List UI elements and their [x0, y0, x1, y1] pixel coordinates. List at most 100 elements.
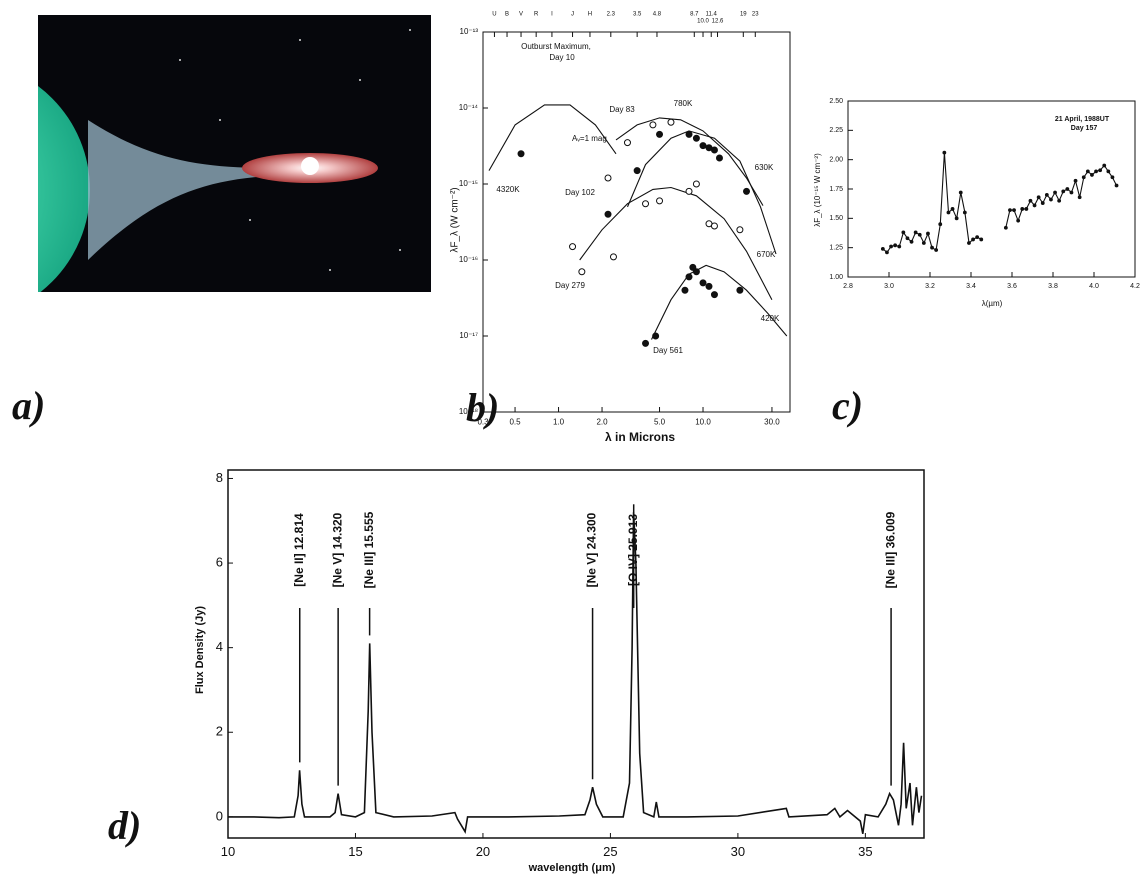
x-axis-label: λ in Microns [605, 430, 675, 444]
annotation: Outburst Maximum, [521, 42, 591, 51]
data-point [667, 118, 675, 126]
data-point [633, 167, 641, 175]
x2-tick-label: R [534, 12, 539, 18]
y-tick-label: 10⁻¹⁵ [459, 179, 478, 188]
data-point [1085, 169, 1090, 174]
data-point [699, 142, 707, 150]
x-axis-label: wavelength (μm) [528, 862, 616, 874]
data-point [1028, 198, 1033, 203]
data-point [1024, 207, 1029, 211]
data-point [1032, 203, 1037, 208]
data-point [946, 210, 951, 215]
line-label: [Ne II] 12.814 [292, 513, 306, 587]
x2-tick-label: U [492, 12, 496, 18]
data-point [905, 236, 910, 241]
data-point [604, 210, 612, 218]
annotation: Day 561 [653, 346, 683, 355]
x-tick-label: 4.2 [1130, 283, 1140, 290]
data-point [1012, 208, 1016, 213]
data-point [1061, 189, 1066, 194]
data-point [885, 250, 889, 255]
data-point [926, 231, 930, 236]
data-point [938, 222, 943, 227]
data-point [962, 210, 967, 215]
data-point [656, 197, 664, 205]
data-point [950, 207, 955, 211]
data-point [578, 268, 586, 276]
data-point [736, 226, 744, 234]
y-tick-label: 1.25 [829, 245, 843, 252]
x2-tick-label: 3.5 [633, 12, 642, 18]
x-tick-label: 25 [603, 844, 617, 859]
x-tick-label: 30 [731, 844, 745, 859]
data-point [889, 244, 893, 249]
y-axis-label: λF_λ (W cm⁻²) [450, 187, 461, 252]
line-label: [Ne V] 24.300 [585, 512, 599, 587]
data-point [1057, 198, 1062, 203]
x-tick-label: 4.0 [1089, 283, 1099, 290]
panel-label: d) [108, 803, 141, 848]
x-tick-label: 2.8 [843, 283, 853, 290]
data-point [1008, 208, 1012, 213]
y-tick-label: 4 [216, 639, 223, 654]
data-point [1040, 201, 1045, 205]
data-point [685, 130, 693, 138]
data-point [1065, 187, 1070, 191]
data-point [1106, 169, 1111, 174]
x2-tick-label: 2.3 [607, 12, 616, 18]
x-axis-label: λ(µm) [982, 299, 1003, 308]
data-point [689, 263, 697, 271]
data-point [921, 241, 926, 245]
data-point [1102, 163, 1107, 168]
y-tick-label: 1.50 [829, 215, 843, 222]
y-tick-label: 2.00 [829, 157, 843, 164]
y-tick-label: 10⁻¹⁶ [459, 255, 478, 264]
data-point [1077, 195, 1082, 200]
data-point [1003, 225, 1008, 230]
y-tick-label: 8 [216, 470, 223, 485]
x-tick-label: 2.0 [596, 417, 608, 426]
data-point [692, 180, 700, 188]
illustration [38, 15, 431, 292]
annotation: 21 April, 1988UT [1055, 116, 1110, 123]
annotation: Day 157 [1071, 125, 1098, 132]
x2-tick-label: 11.4 [706, 12, 718, 18]
annotation: 780K [674, 99, 693, 108]
data-point [930, 245, 934, 250]
annotation: 420K [761, 314, 780, 323]
data-point [1053, 190, 1057, 195]
data-point [958, 190, 963, 195]
annotation: Day 279 [555, 281, 585, 290]
data-point [1049, 197, 1053, 202]
x-tick-label: 0.5 [509, 417, 521, 426]
x-tick-label: 0.3 [477, 417, 489, 426]
data-point [569, 243, 577, 251]
data-line [228, 512, 923, 834]
y-tick-label: 0 [216, 808, 223, 823]
x-tick-label: 20 [476, 844, 490, 859]
data-point [609, 253, 617, 261]
x2-tick-label: 19 [740, 12, 747, 18]
y-tick-label: 10⁻¹⁸ [459, 407, 478, 416]
x-tick-label: 3.4 [966, 283, 976, 290]
x-tick-label: 3.6 [1007, 283, 1017, 290]
data-point [652, 332, 660, 340]
data-point [901, 230, 906, 235]
data-point [649, 121, 657, 129]
data-point [1098, 168, 1103, 173]
data-point [954, 216, 959, 221]
data-point [1073, 178, 1078, 183]
data-point [517, 150, 525, 158]
x-tick-label: 30.0 [764, 417, 780, 426]
annotation: 4320K [496, 185, 520, 194]
annotation: Day 10 [549, 53, 575, 62]
data-line [579, 186, 773, 300]
x-tick-label: 3.0 [884, 283, 894, 290]
annotation: Day 102 [565, 188, 595, 197]
y-tick-label: 1.00 [829, 274, 843, 281]
data-point [681, 286, 689, 294]
x2-tick-label: 4.8 [653, 12, 662, 18]
data-point [942, 150, 947, 155]
y-tick-label: 1.75 [829, 186, 843, 193]
